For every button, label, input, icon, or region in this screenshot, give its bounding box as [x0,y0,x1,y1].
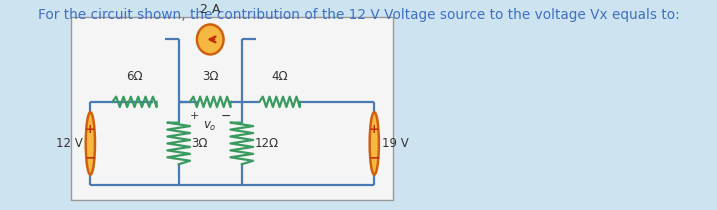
Text: 12Ω: 12Ω [255,137,278,150]
FancyBboxPatch shape [72,17,393,200]
Text: 2 A: 2 A [200,3,220,16]
Text: $v_o$: $v_o$ [204,120,217,133]
Text: 3Ω: 3Ω [191,137,208,150]
Text: 6Ω: 6Ω [126,70,143,83]
Text: 19 V: 19 V [382,137,409,150]
Text: +: + [369,123,379,136]
Text: −: − [85,151,96,164]
Text: For the circuit shown, the contribution of the 12 V Voltage source to the voltag: For the circuit shown, the contribution … [37,8,680,22]
Text: −: − [221,110,232,123]
Ellipse shape [197,25,224,54]
Ellipse shape [370,112,379,175]
Text: −: − [369,151,380,164]
Text: +: + [85,123,95,136]
Text: 3Ω: 3Ω [202,70,219,83]
Ellipse shape [86,112,95,175]
Text: 12 V: 12 V [56,137,82,150]
Text: 4Ω: 4Ω [271,70,288,83]
Text: +: + [189,111,199,121]
